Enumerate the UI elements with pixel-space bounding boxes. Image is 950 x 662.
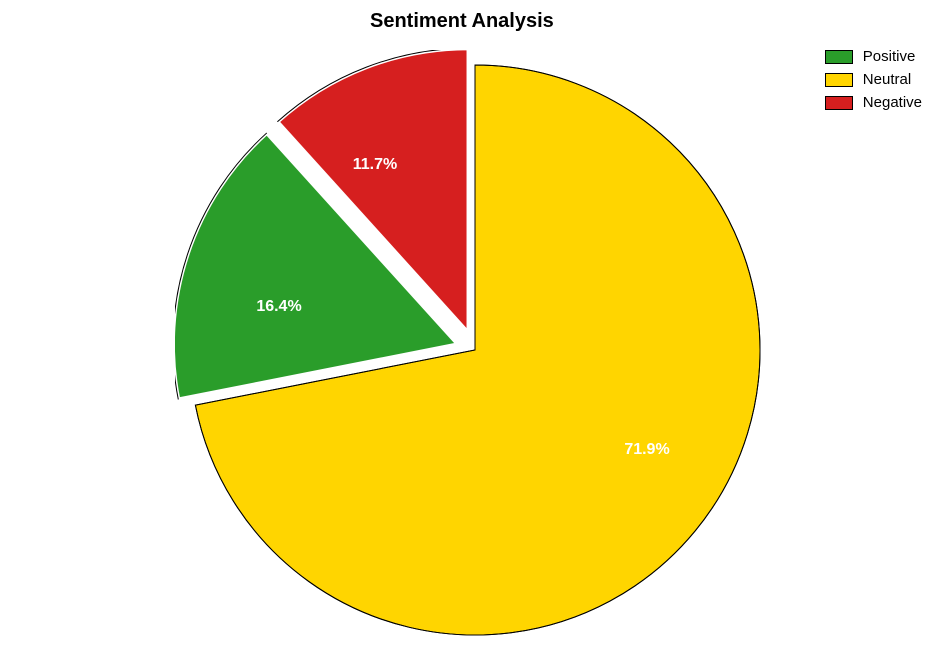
slice-label-neutral: 71.9% [624, 441, 669, 458]
legend-item-negative: Negative [825, 94, 922, 111]
legend-swatch [825, 96, 853, 110]
legend-label: Negative [863, 94, 922, 111]
legend-item-positive: Positive [825, 48, 922, 65]
slice-label-positive: 16.4% [256, 298, 301, 315]
legend: Positive Neutral Negative [825, 48, 922, 111]
legend-label: Neutral [863, 71, 911, 88]
legend-item-neutral: Neutral [825, 71, 922, 88]
legend-swatch [825, 73, 853, 87]
legend-label: Positive [863, 48, 916, 65]
chart-title: Sentiment Analysis [370, 10, 554, 33]
slice-label-negative: 11.7% [353, 156, 397, 173]
legend-swatch [825, 50, 853, 64]
pie-chart: 71.9% 16.4% 11.7% [175, 50, 775, 650]
